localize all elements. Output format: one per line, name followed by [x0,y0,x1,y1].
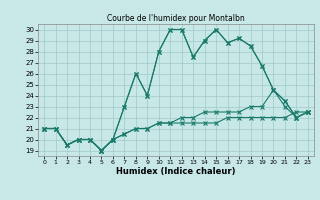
Title: Courbe de l'humidex pour Montalbn: Courbe de l'humidex pour Montalbn [107,14,245,23]
X-axis label: Humidex (Indice chaleur): Humidex (Indice chaleur) [116,167,236,176]
